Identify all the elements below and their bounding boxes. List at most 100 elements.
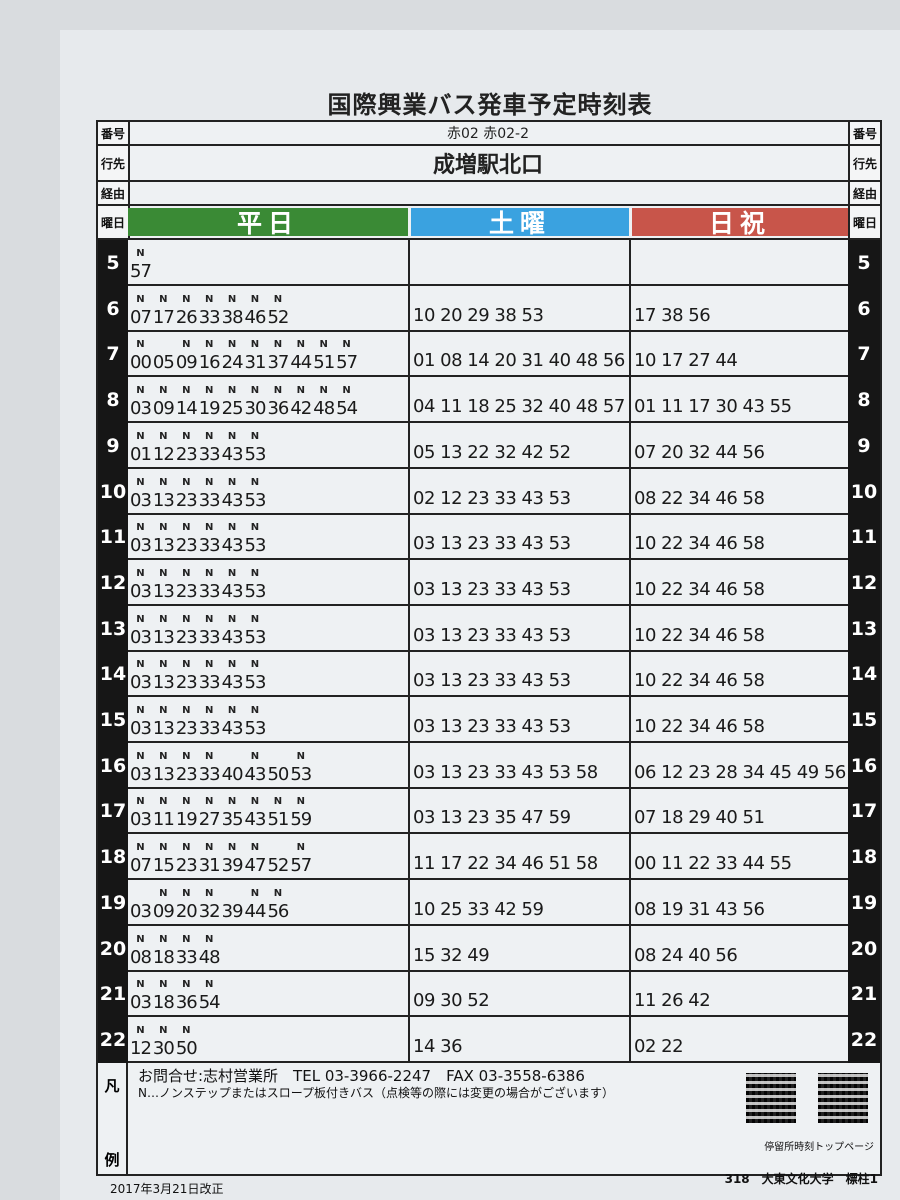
non-step-mark: N	[136, 933, 145, 945]
departure-minute: 03	[130, 580, 152, 602]
weekday-cell: N 03 N 13 N 23 N 33 N 43 N 53	[128, 514, 410, 559]
saturday-cell: 03 13 23 33 43 53	[410, 697, 631, 741]
departure: N 23	[176, 476, 198, 512]
hour-label-right: 9	[848, 422, 880, 469]
hour-label-right: 22	[848, 1016, 880, 1063]
departure: N 14	[176, 384, 198, 420]
departure: 52	[267, 841, 289, 877]
departure: N 42	[290, 384, 312, 420]
departure-minute: 43	[221, 535, 244, 557]
qr-code-icon[interactable]	[818, 1073, 868, 1123]
holiday-cell: 10 22 34 46 58	[631, 651, 850, 695]
weekday-departures: N 03 N 13 N 23 N 33 N 43 N 53	[130, 521, 267, 557]
non-step-mark: N	[204, 613, 214, 625]
departure: N 53	[244, 567, 267, 603]
departure: N 53	[245, 521, 267, 557]
non-step-mark: N	[136, 567, 145, 579]
hour-label: 12	[98, 559, 128, 606]
hour-row: 22 N 12 N 30 N 50 14 36 02 22 22	[98, 1016, 880, 1063]
departure-minute: 33	[198, 718, 221, 739]
departure: N 57	[290, 841, 312, 877]
departure-minute: 23	[175, 580, 198, 602]
hour-row: 21 N 03 N 18 N 36 N 54 09 30 52 11 26 42 21	[98, 971, 880, 1018]
non-step-mark: N	[273, 385, 283, 397]
departure: N 19	[199, 384, 221, 420]
departure: N 43	[221, 567, 244, 603]
departure-minute: 33	[198, 672, 221, 694]
non-step-mark: N	[159, 567, 168, 579]
non-step-mark: N	[136, 293, 145, 305]
departure: N 03	[130, 567, 152, 603]
holiday-cell: 08 22 34 46 58	[631, 469, 850, 513]
holiday-cell: 02 22	[631, 1017, 850, 1061]
departure-minute: 05	[152, 352, 175, 374]
non-step-mark: N	[136, 659, 145, 671]
departure: N 07	[130, 841, 152, 877]
saturday-cell: 15 32 49	[410, 925, 631, 970]
departure-minute: 53	[244, 580, 267, 602]
departure: N 03	[130, 658, 152, 694]
non-step-mark: N	[204, 385, 214, 397]
weekday-cell: N 07 N 15 N 23 N 31 N 39 N 47 52 N 57	[128, 834, 410, 879]
saturday-departures: 03 13 23 33 43 53	[413, 578, 571, 600]
departure: N 23	[176, 658, 198, 694]
departure-minute: 36	[175, 992, 198, 1014]
departure-minute: 23	[175, 535, 198, 557]
holiday-departures: 10 22 34 46 58	[634, 624, 765, 646]
non-step-mark: N	[227, 567, 237, 579]
departure: N 11	[153, 795, 175, 831]
hour-row: 20 N 08 N 18 N 33 N 48 15 32 49 08 24 40 56 20	[98, 925, 880, 972]
legend-label-top: 凡	[104, 1077, 120, 1095]
departure-minute: 23	[175, 718, 198, 739]
departure-minute: 50	[267, 763, 289, 785]
departure: N 23	[176, 613, 198, 649]
holiday-cell: 00 11 22 33 44 55	[631, 834, 850, 878]
non-step-mark: N	[204, 659, 214, 671]
departure: N 13	[153, 613, 175, 649]
departure-minute: 24	[221, 352, 244, 374]
weekday-cell: N 07 N 17 N 26 N 33 N 38 N 46 N 52	[128, 285, 410, 330]
non-step-mark: N	[182, 567, 191, 579]
hour-label: 20	[98, 925, 128, 972]
departure-minute: 33	[198, 489, 221, 511]
departure: N 19	[176, 795, 198, 831]
departure: N 44	[290, 338, 312, 374]
weekday-cell: N 00 05 N 09 N 16 N 24 N 31 N 37 N 44 N 51 N 57	[128, 331, 410, 376]
holiday-cell: 10 22 34 46 58	[631, 514, 850, 558]
departure: N 25	[222, 384, 244, 420]
hour-label: 8	[98, 377, 128, 424]
departure-minute: 31	[198, 855, 221, 877]
hour-label-right: 21	[848, 971, 880, 1018]
non-step-mark: N	[136, 476, 145, 488]
weekday-departures: N 03 N 13 N 23 N 33 N 43 N 53	[130, 567, 267, 603]
qr-code-icon[interactable]	[746, 1073, 796, 1123]
departure: N 23	[175, 521, 198, 557]
hour-label-right: 20	[848, 925, 880, 972]
non-step-mark: N	[159, 887, 168, 899]
departure: N 31	[198, 841, 221, 877]
departure: N 03	[130, 521, 152, 557]
departure: N 48	[313, 384, 335, 420]
holiday-cell: 17 38 56	[631, 286, 850, 330]
departure-minute: 53	[244, 672, 267, 694]
departure: N 53	[245, 613, 267, 649]
departure-minute: 52	[267, 855, 289, 877]
departure-minute: 12	[130, 1037, 152, 1059]
departure-minute: 43	[221, 580, 244, 602]
departure: N 37	[267, 338, 289, 374]
non-step-mark: N	[227, 293, 237, 305]
departure: N 23	[176, 430, 198, 466]
departure: N 16	[199, 338, 221, 374]
hour-label: 10	[98, 468, 128, 515]
weekday-departures: N 03 N 13 N 23 N 33 40 N 43 50 N 53	[130, 750, 313, 786]
hour-label: 16	[98, 742, 128, 789]
non-step-mark: N	[159, 522, 168, 534]
departure-minute: 23	[175, 855, 198, 877]
holiday-cell: 10 22 34 46 58	[631, 697, 850, 741]
departure-minute: 13	[152, 672, 175, 694]
non-step-mark: N	[227, 842, 237, 854]
departure-minute: 30	[244, 398, 267, 420]
non-step-mark: N	[319, 339, 328, 351]
non-step-mark: N	[204, 339, 214, 351]
hour-label-right: 16	[848, 742, 880, 789]
